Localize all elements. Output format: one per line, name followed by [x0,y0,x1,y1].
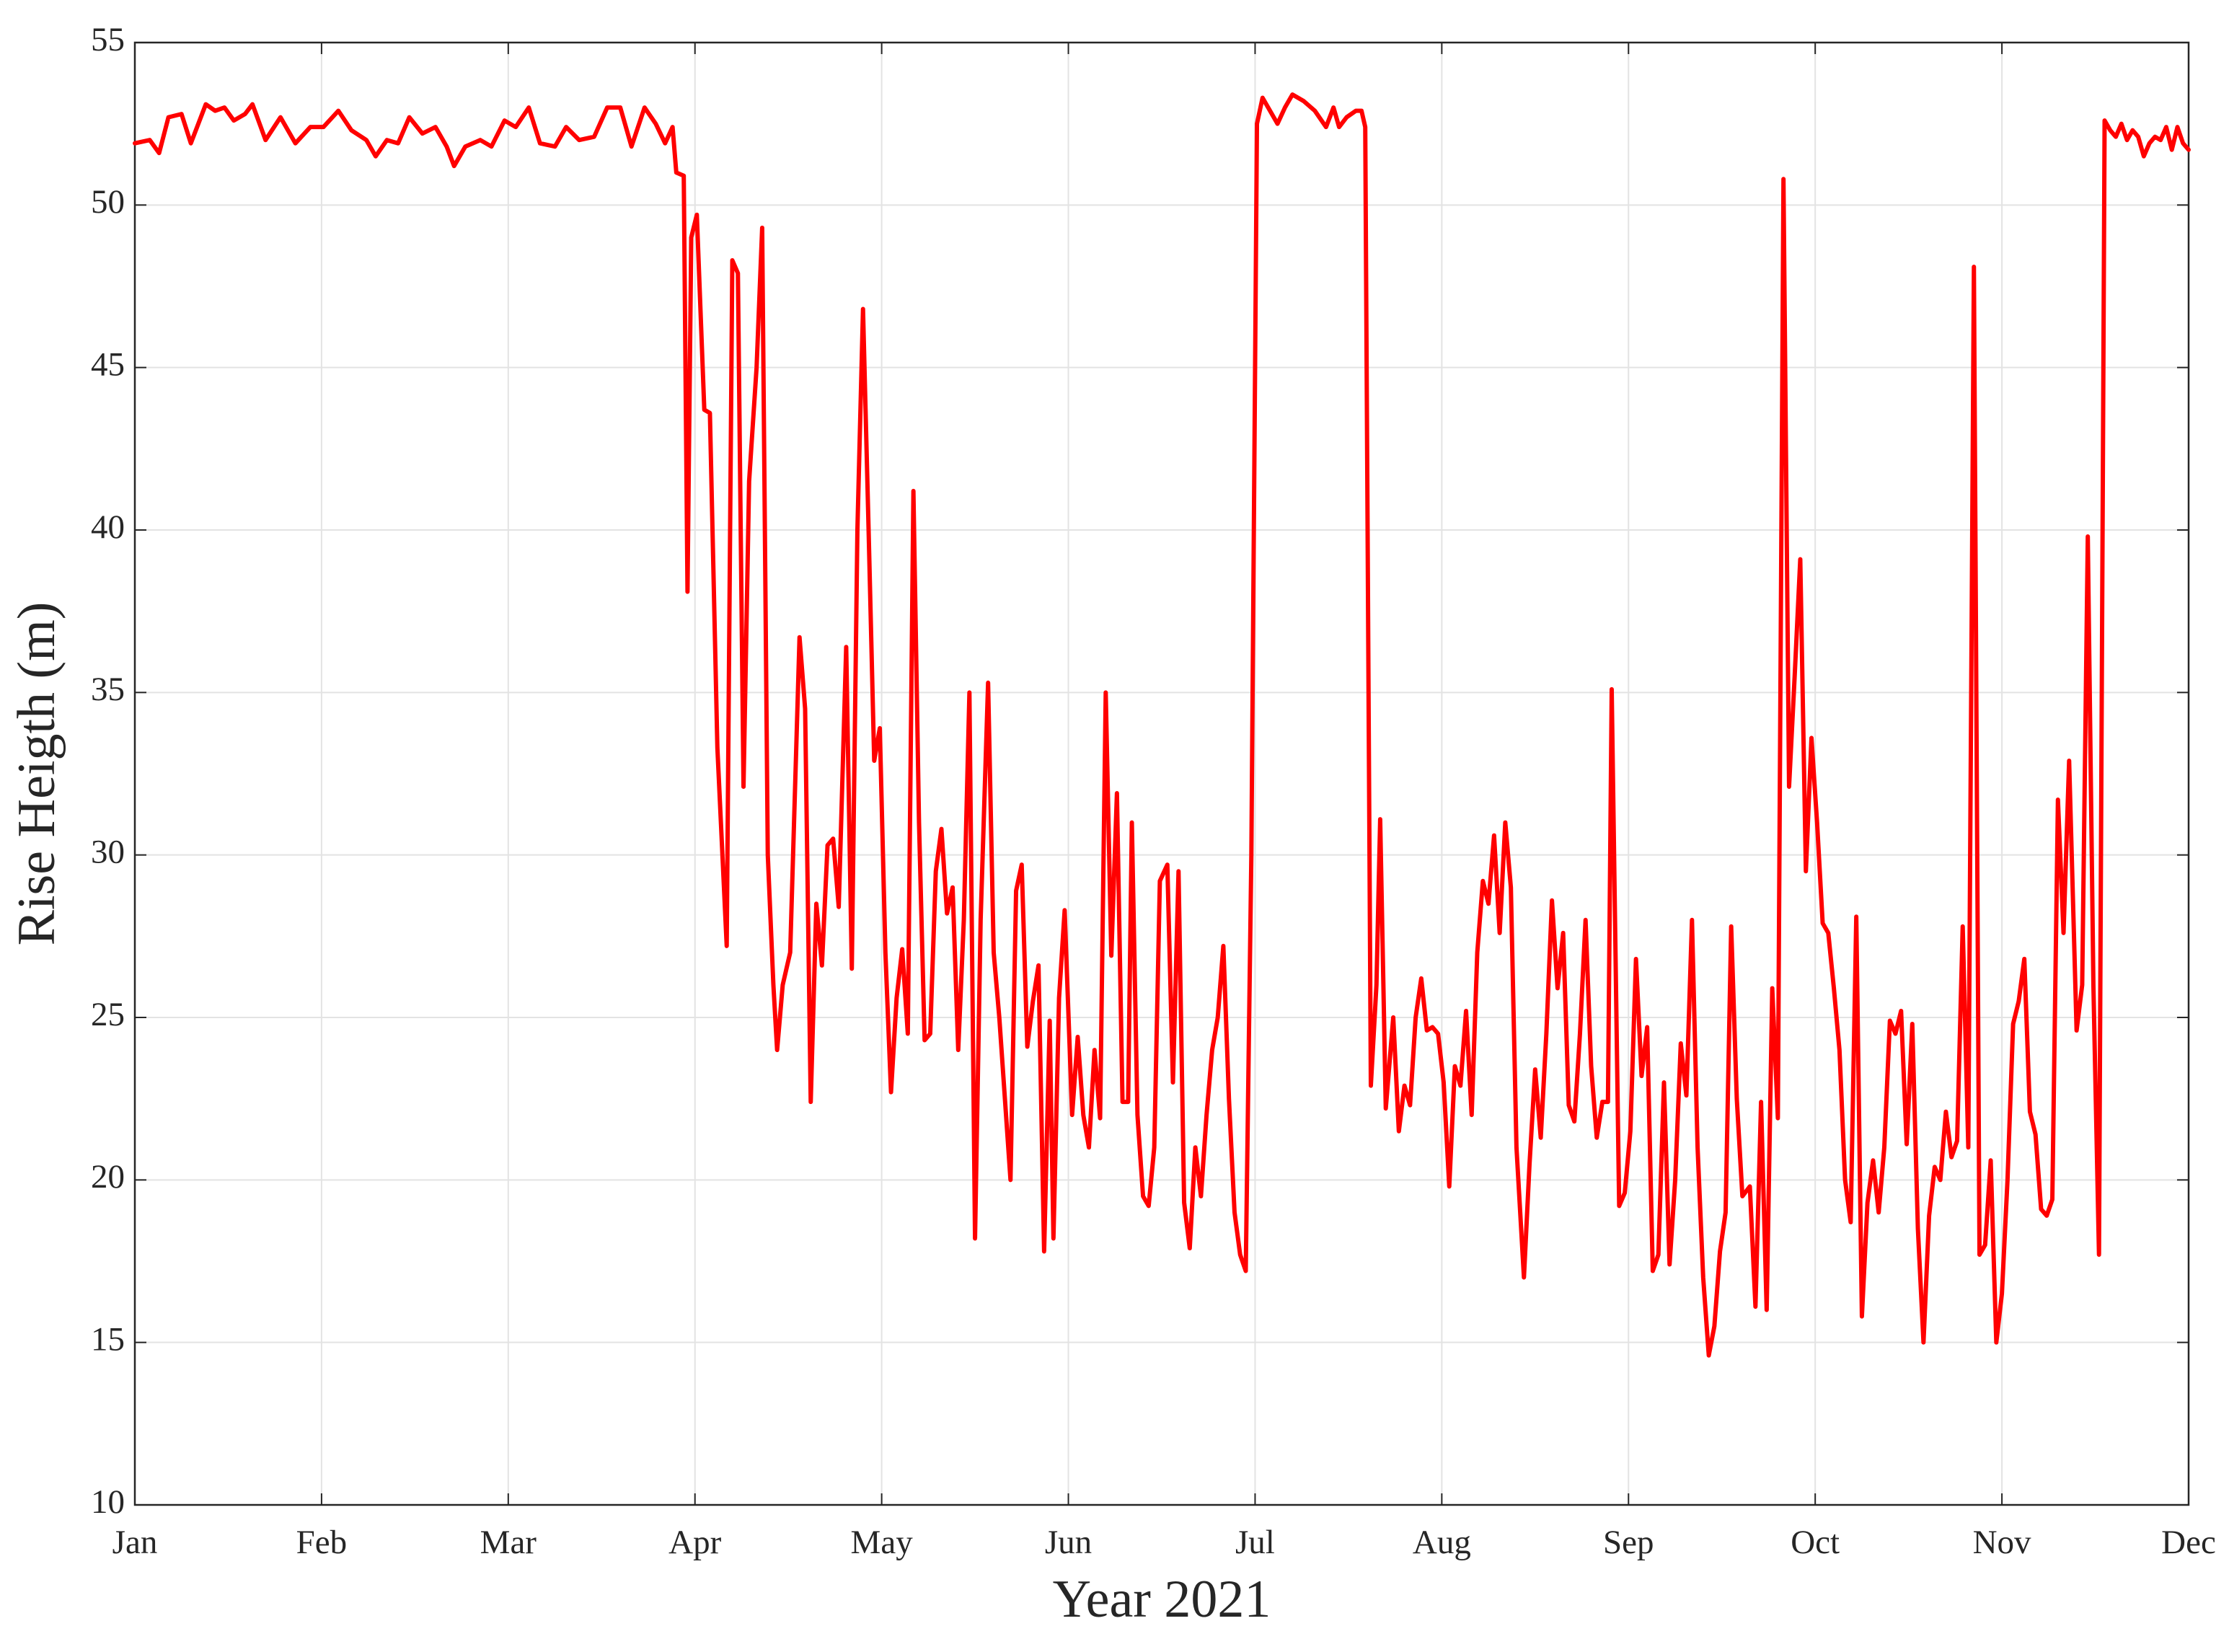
x-tick-label: Jun [1045,1524,1092,1561]
x-tick-label: Sep [1603,1524,1654,1561]
y-tick-label: 20 [91,1158,125,1196]
y-axis-title: Rise Heigth (m) [7,602,66,946]
data-line [133,92,2191,1358]
x-tick-label: Jul [1235,1524,1275,1561]
x-tick-label: Jan [112,1524,158,1561]
y-tick-label: 55 [91,21,125,58]
x-tick-label: Nov [1973,1524,2031,1561]
y-tick-label: 45 [91,345,125,383]
y-tick-label: 35 [91,671,125,708]
y-tick-label: 30 [91,833,125,870]
x-tick-label: May [851,1524,914,1561]
x-tick-label: Apr [668,1524,721,1561]
x-tick-label: Feb [296,1524,348,1561]
x-tick-label: Oct [1791,1524,1840,1561]
y-tick-label: 50 [91,183,125,221]
x-axis-title: Year 2021 [1053,1570,1271,1629]
plot-frame [133,41,2190,1506]
y-tick-label: 25 [91,996,125,1033]
y-tick-label: 10 [91,1483,125,1521]
x-tick-label: Dec [2161,1524,2216,1561]
x-tick-label: Aug [1413,1524,1471,1561]
x-tick-label: Mar [480,1524,537,1561]
y-tick-label: 15 [91,1320,125,1358]
y-tick-label: 40 [91,508,125,546]
